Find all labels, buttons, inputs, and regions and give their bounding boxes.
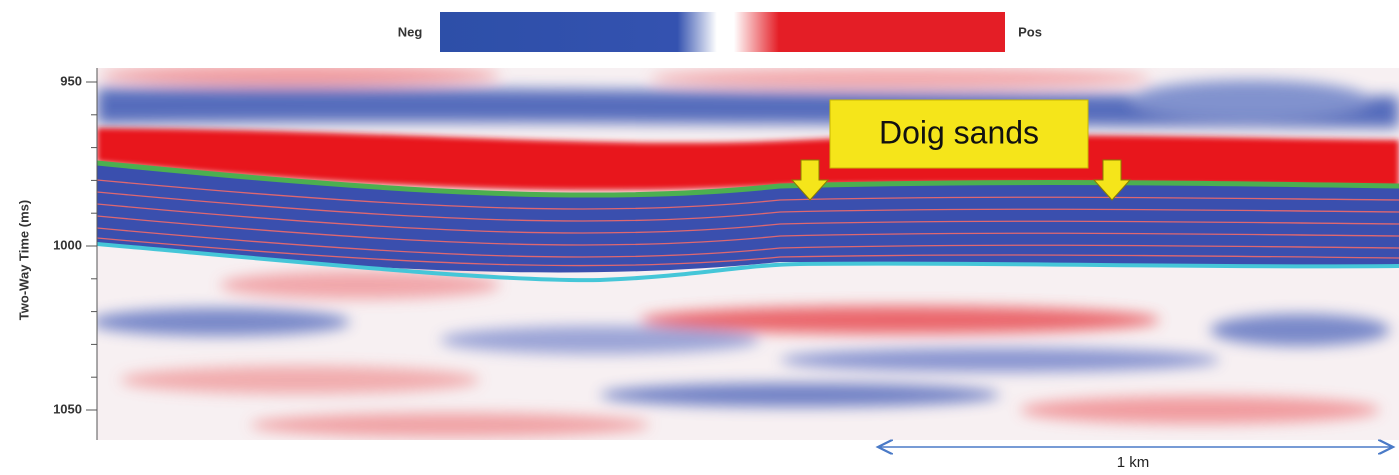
scale-bar-label: 1 km [1117,454,1150,471]
y-tick-label: 1000 [53,237,82,252]
seismic-figure: Neg Pos [0,0,1399,475]
colorbar-neg-label: Neg [398,24,423,39]
colorbar-pos-label: Pos [1018,24,1042,39]
y-tick-label: 1050 [53,401,82,416]
y-axis: 950 1000 1050 [53,73,97,416]
y-tick-label: 950 [60,73,82,88]
colorbar [440,12,1005,52]
y-axis-label: Two-Way Time (ms) [16,200,31,320]
seismic-section [90,65,1399,440]
annotation-text: Doig sands [879,114,1039,150]
